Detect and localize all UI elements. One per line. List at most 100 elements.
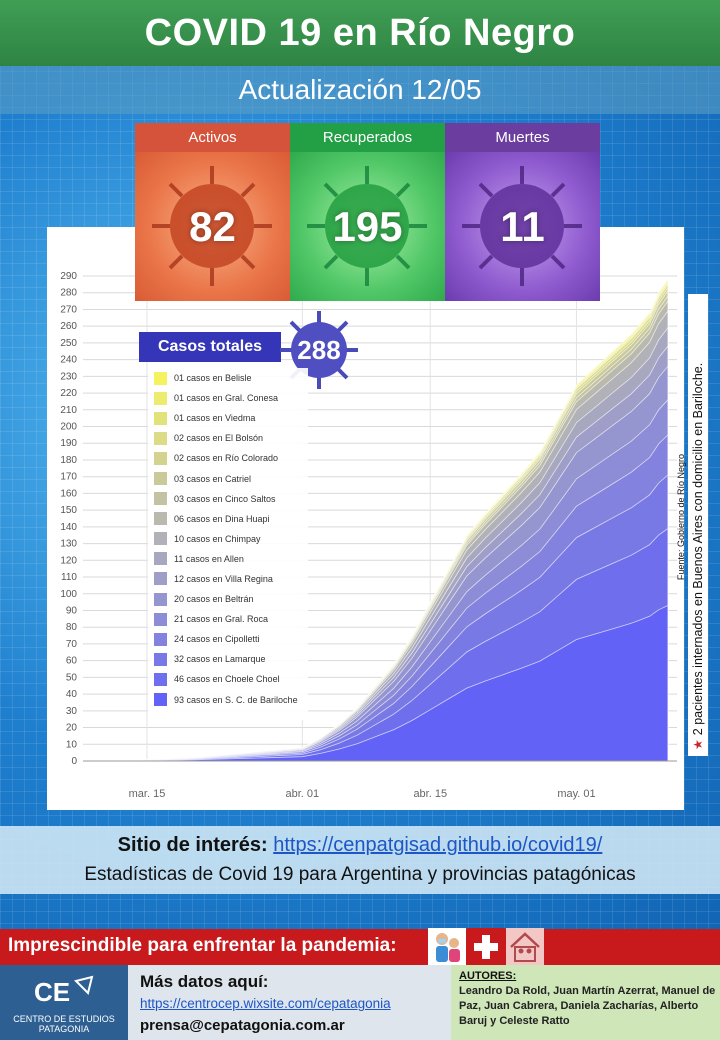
site-box: Sitio de interés: https://cenpatgisad.gi… <box>0 826 720 894</box>
total-cases-label-box: Casos totales <box>139 332 281 362</box>
y-tick-label: 230 <box>60 371 77 382</box>
logo-name-line2: PATAGONIA <box>38 1024 90 1034</box>
legend-label: 10 casos en Chimpay <box>174 533 261 544</box>
legend-item: 03 casos en Catriel <box>148 468 308 488</box>
page-title: COVID 19 en Río Negro <box>144 11 576 54</box>
authors-heading: AUTORES: <box>459 970 517 982</box>
legend-swatch <box>154 411 167 425</box>
legend-label: 03 casos en Catriel <box>174 473 252 484</box>
authors-list: Leandro Da Rold, Juan Martín Azerrat, Ma… <box>459 985 716 1027</box>
legend-swatch <box>154 492 167 506</box>
family-mask-icon <box>428 928 466 966</box>
active-cases-box: 82 <box>135 152 290 301</box>
more-data-link[interactable]: https://centrocep.wixsite.com/cepatagoni… <box>140 996 391 1011</box>
cep-logo-mark: CE <box>34 975 94 1007</box>
legend-item: 46 casos en Choele Choel <box>148 669 308 689</box>
y-tick-label: 210 <box>60 405 77 416</box>
total-cases-label: Casos totales <box>157 338 263 355</box>
legend-swatch <box>154 632 167 646</box>
update-bar: Actualización 12/05 <box>0 66 720 114</box>
y-tick-label: 270 <box>60 304 77 315</box>
cep-logo: CE CENTRO DE ESTUDIOS PATAGONIA <box>0 965 128 1040</box>
legend-swatch <box>154 391 167 405</box>
y-tick-label: 0 <box>71 756 77 767</box>
legend-swatch <box>154 431 167 445</box>
update-date: Actualización 12/05 <box>238 74 482 105</box>
legend-swatch <box>154 612 167 626</box>
site-description: Estadísticas de Covid 19 para Argentina … <box>84 864 636 885</box>
legend-item: 12 casos en Villa Regina <box>148 569 308 589</box>
legend-label: 46 casos en Choele Choel <box>174 674 280 685</box>
legend-item: 32 casos en Lamarque <box>148 649 308 669</box>
source-text: Fuente: Gobierno de Río Negro <box>676 454 686 581</box>
site-link[interactable]: https://cenpatgisad.github.io/covid19/ <box>273 834 603 856</box>
chart-panel: 0 10 20 30 40 50 60 70 80 90 100 110 120 130 140 150 160… <box>47 227 684 810</box>
deaths-box: 11 <box>445 152 600 301</box>
legend-label: 12 casos en Villa Regina <box>174 573 273 584</box>
active-cases-card: Activos 82 <box>135 123 290 301</box>
x-tick-label: abr. 15 <box>413 788 447 800</box>
deaths-label: Muertes <box>445 123 600 152</box>
y-tick-label: 150 <box>60 505 77 516</box>
y-tick-label: 260 <box>60 321 77 332</box>
legend-item: 06 casos en Dina Huapi <box>148 509 308 529</box>
stacked-area-chart: 0 10 20 30 40 50 60 70 80 90 100 110 120 130 140 150 160… <box>60 271 677 800</box>
legend-item: 93 casos en S. C. de Bariloche <box>148 690 308 710</box>
y-tick-label: 40 <box>66 689 78 700</box>
legend-label: 21 casos en Gral. Roca <box>174 614 269 625</box>
note-background <box>688 294 708 756</box>
legend-item: 20 casos en Beltrán <box>148 589 308 609</box>
legend-label: 01 casos en Belisle <box>174 373 252 384</box>
area-series <box>83 604 669 762</box>
legend-item: 01 casos en Belisle <box>148 368 308 388</box>
authors-box: AUTORES: Leandro Da Rold, Juan Martín Az… <box>451 965 720 1040</box>
y-tick-label: 30 <box>66 706 78 717</box>
legend-label: 01 casos en Gral. Conesa <box>174 393 279 404</box>
legend-item: 10 casos en Chimpay <box>148 529 308 549</box>
y-tick-label: 20 <box>66 723 78 734</box>
legend-item: 01 casos en Gral. Conesa <box>148 388 308 408</box>
legend-swatch <box>154 532 167 546</box>
pandemic-bar: Imprescindible para enfrentar la pandemi… <box>0 929 720 965</box>
pandemic-text: Imprescindible para enfrentar la pandemi… <box>8 935 397 956</box>
active-cases-label: Activos <box>135 123 290 152</box>
press-email[interactable]: prensa@cepatagonia.com.ar <box>140 1017 345 1034</box>
recovered-cases-value: 195 <box>332 202 403 250</box>
y-tick-label: 70 <box>66 639 78 650</box>
total-cases-value: 288 <box>297 334 341 365</box>
deaths-value: 11 <box>500 202 545 250</box>
x-tick-label: abr. 01 <box>286 788 320 800</box>
footer: CE CENTRO DE ESTUDIOS PATAGONIA Más dato… <box>0 965 720 1040</box>
star-icon: ★ <box>691 739 705 750</box>
legend-swatch <box>154 472 167 486</box>
y-tick-label: 220 <box>60 388 77 399</box>
y-tick-label: 240 <box>60 355 77 366</box>
legend-label: 11 casos en Allen <box>174 553 244 564</box>
recovered-cases-label: Recuperados <box>290 123 445 152</box>
legend-swatch <box>154 451 167 465</box>
y-tick-label: 130 <box>60 539 77 550</box>
y-tick-label: 160 <box>60 488 77 499</box>
recovered-cases-card: Recuperados 195 <box>290 123 445 301</box>
y-tick-label: 170 <box>60 472 77 483</box>
y-tick-label: 290 <box>60 271 77 282</box>
legend-item: 02 casos en El Bolsón <box>148 428 308 448</box>
legend-swatch <box>154 512 167 526</box>
y-tick-label: 90 <box>66 605 78 616</box>
y-tick-label: 50 <box>66 672 78 683</box>
legend-item: 01 casos en Viedma <box>148 408 308 428</box>
y-tick-label: 180 <box>60 455 77 466</box>
virus-icon <box>462 166 582 286</box>
y-tick-label: 60 <box>66 656 78 667</box>
recovered-cases-box: 195 <box>290 152 445 301</box>
legend-item: 03 casos en Cinco Saltos <box>148 489 308 509</box>
y-tick-label: 120 <box>60 555 77 566</box>
legend-item: 21 casos en Gral. Roca <box>148 609 308 629</box>
stay-home-icon <box>506 928 544 966</box>
legend-item: 24 casos en Cipolletti <box>148 629 308 649</box>
legend-swatch <box>154 693 167 707</box>
y-tick-label: 280 <box>60 288 77 299</box>
legend-label: 06 casos en Dina Huapi <box>174 513 270 524</box>
chart-legend: 01 casos en Belisle 01 casos en Gral. Con… <box>148 368 308 720</box>
legend-label: 02 casos en El Bolsón <box>174 433 264 444</box>
